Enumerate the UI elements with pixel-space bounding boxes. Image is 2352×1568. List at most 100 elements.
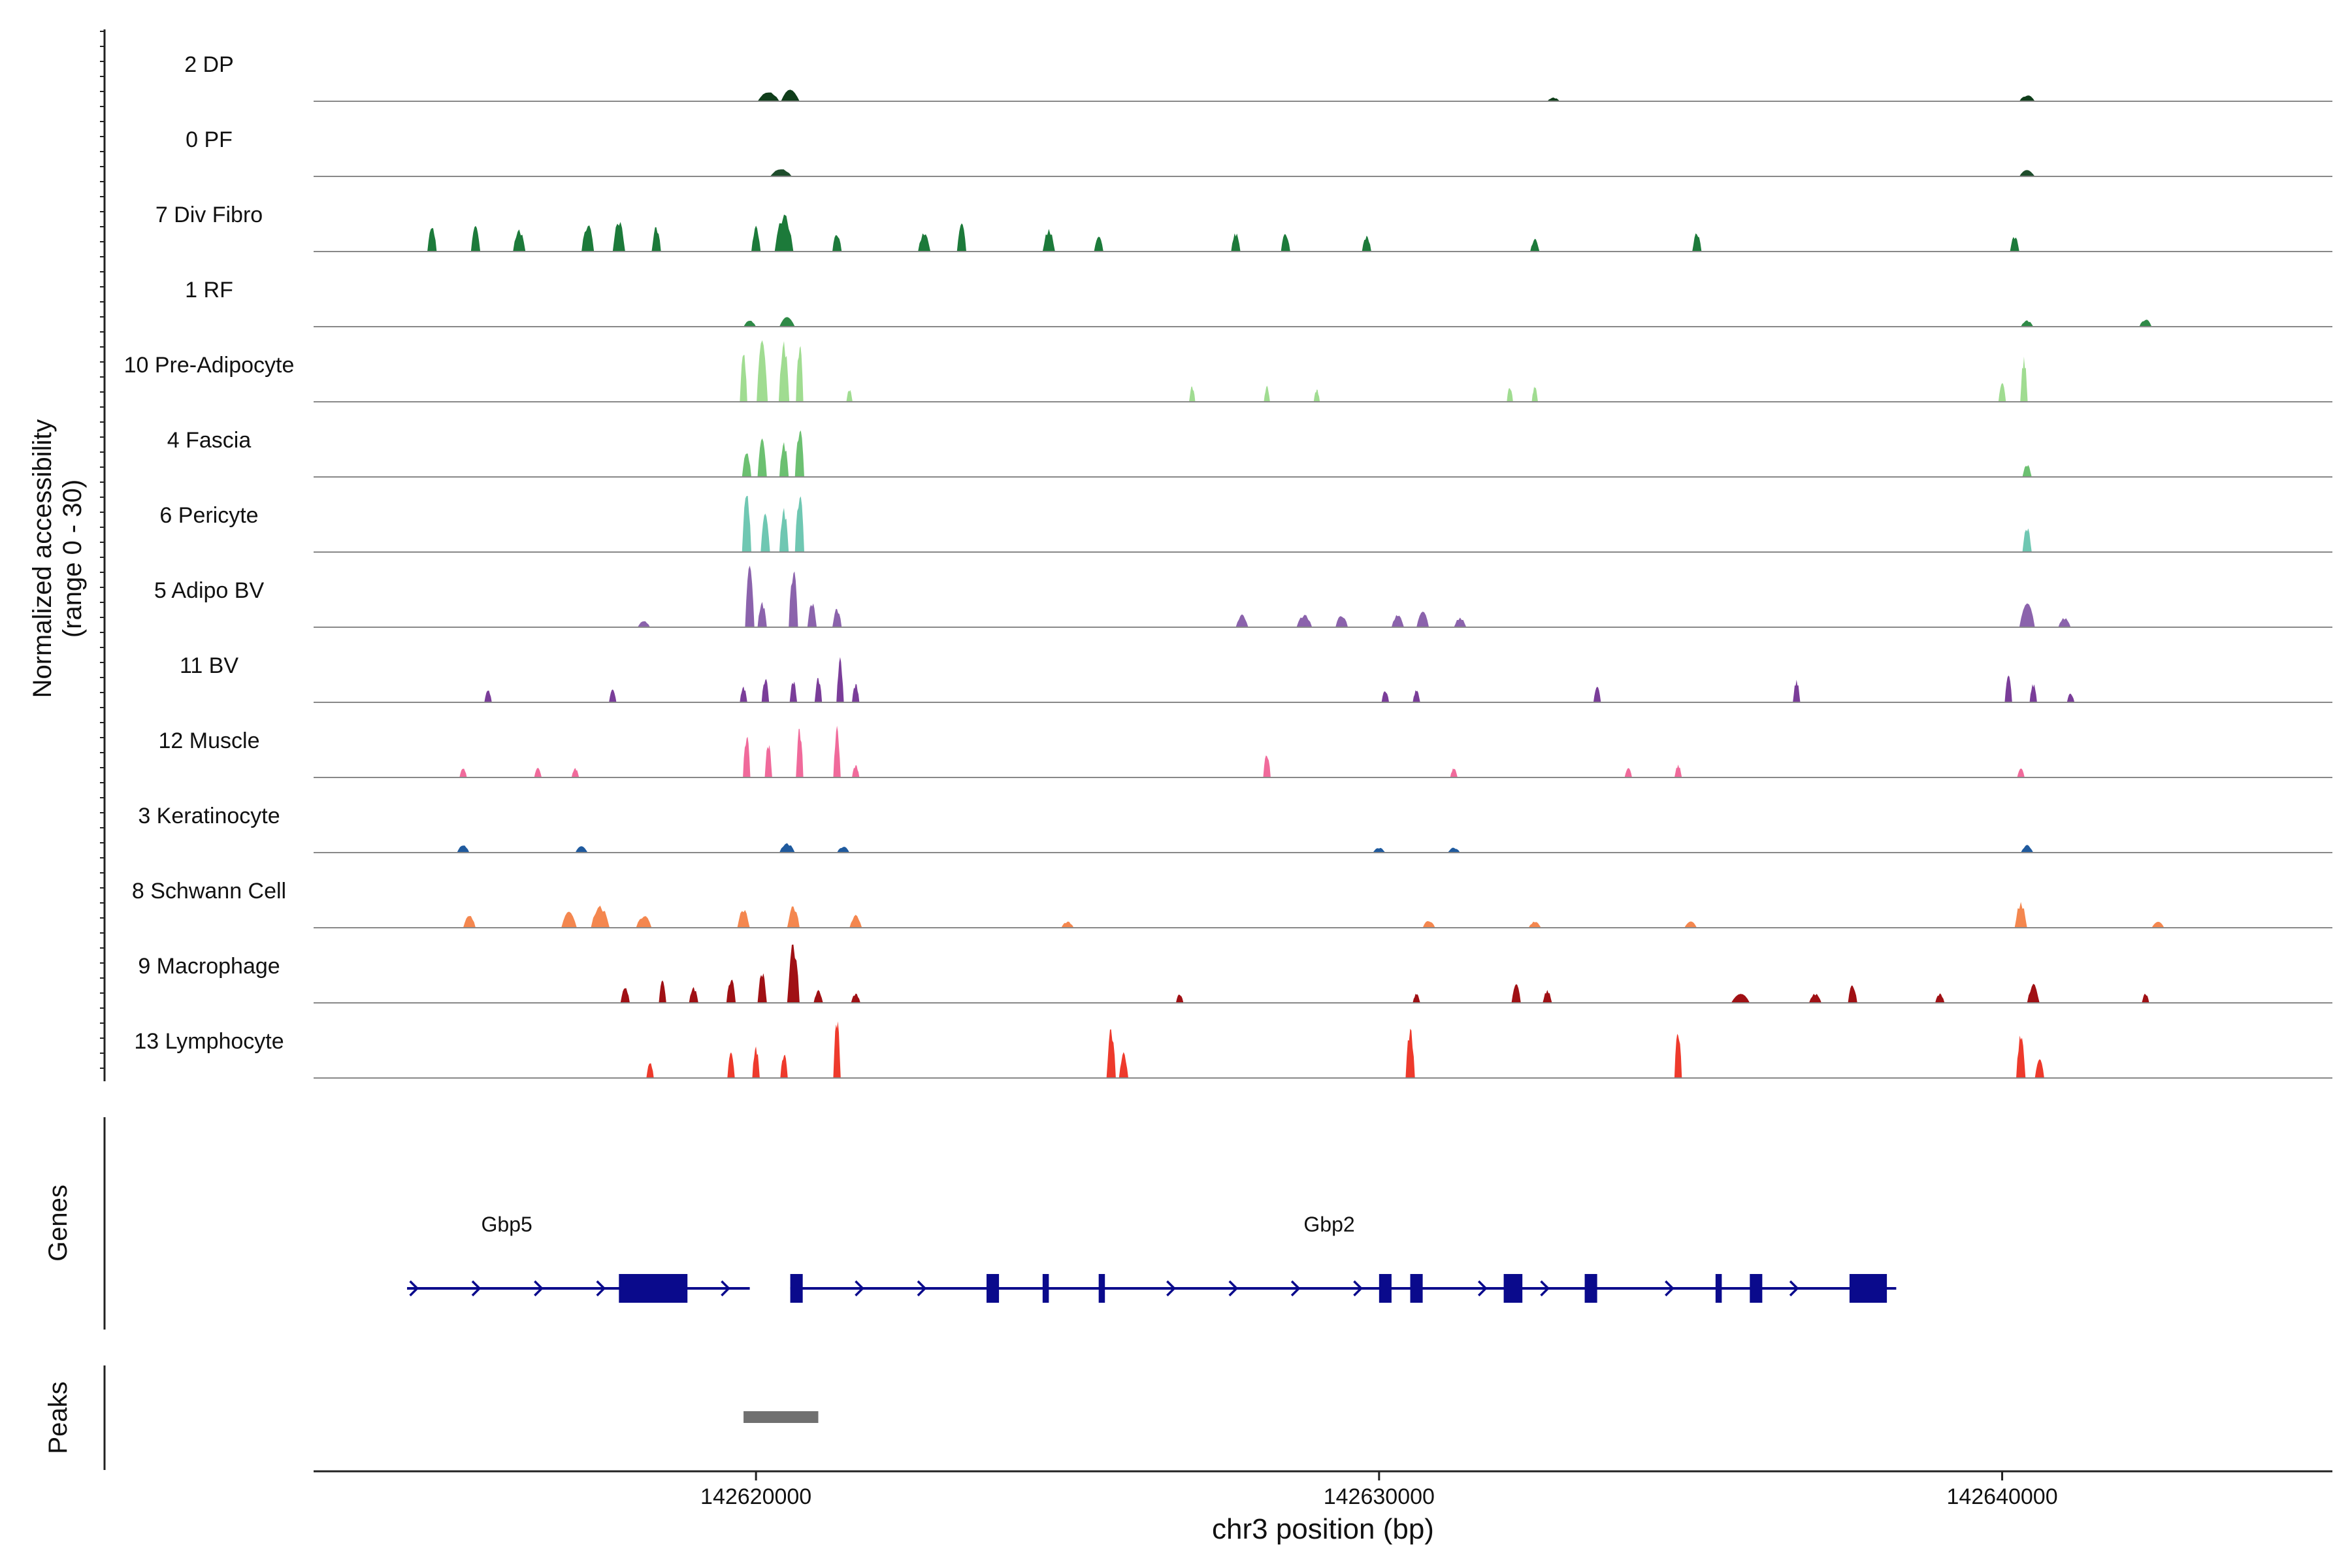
accessibility-peak xyxy=(620,988,630,1003)
x-axis-ticks: 142620000 142630000 142640000 xyxy=(700,1471,2058,1509)
accessibility-peak xyxy=(591,906,610,928)
accessibility-peak xyxy=(807,603,817,627)
track-label: 3 Keratinocyte xyxy=(138,804,280,828)
accessibility-peak xyxy=(774,214,794,252)
gene-exon xyxy=(1715,1274,1722,1303)
accessibility-peak xyxy=(612,221,625,252)
accessibility-peak xyxy=(1106,1029,1116,1078)
accessibility-peak xyxy=(1935,993,1945,1003)
tracks-axis-ticks xyxy=(100,31,105,1069)
accessibility-peak xyxy=(1416,612,1429,627)
gene-exon xyxy=(987,1274,1000,1303)
accessibility-peak xyxy=(2021,845,2034,853)
strand-arrow xyxy=(1166,1280,1176,1297)
accessibility-peak xyxy=(2034,1059,2044,1078)
accessibility-peak xyxy=(1405,1028,1415,1078)
accessibility-peak xyxy=(778,341,790,402)
gene-exon xyxy=(1750,1274,1763,1303)
x-tick-label: 142630000 xyxy=(1324,1484,1435,1509)
accessibility-peak xyxy=(2021,320,2034,327)
accessibility-peak xyxy=(1447,847,1460,853)
peaks-panel-label: Peaks xyxy=(44,1381,73,1454)
accessibility-peak xyxy=(787,906,800,928)
accessibility-peak xyxy=(751,225,761,252)
accessibility-peak xyxy=(1530,238,1540,252)
peak-regions-panel xyxy=(743,1411,819,1423)
strand-arrow xyxy=(1789,1280,1799,1297)
peak-region xyxy=(743,1411,819,1423)
accessibility-peak xyxy=(1235,614,1249,627)
y-axis-title-range: (range 0 - 30) xyxy=(58,480,87,638)
strand-arrow xyxy=(855,1280,864,1297)
accessibility-peak xyxy=(2014,902,2027,928)
accessibility-peak xyxy=(571,768,580,777)
accessibility-peak xyxy=(1593,687,1601,702)
accessibility-peak xyxy=(918,233,931,252)
accessibility-peak xyxy=(757,438,767,477)
accessibility-peak xyxy=(832,235,842,252)
track-1-rf: 1 RF xyxy=(185,278,2332,327)
strand-arrow xyxy=(721,1280,730,1297)
accessibility-peak xyxy=(609,689,617,702)
track-9-macrophage: 9 Macrophage xyxy=(138,944,2332,1004)
accessibility-peak xyxy=(2019,95,2035,101)
accessibility-peak xyxy=(1674,764,1682,777)
accessibility-peak xyxy=(1296,615,1313,627)
accessibility-peak xyxy=(742,453,751,477)
track-6-pericyte: 6 Pericyte xyxy=(159,496,2332,553)
x-tick-label: 142640000 xyxy=(1946,1484,2057,1509)
track-label: 12 Muscle xyxy=(159,728,260,753)
accessibility-peak xyxy=(779,442,789,477)
x-axis-title: chr3 position (bp) xyxy=(1212,1513,1434,1545)
accessibility-peak xyxy=(2022,465,2032,477)
accessibility-peak xyxy=(1731,994,1750,1003)
accessibility-peak xyxy=(1674,1034,1682,1078)
accessibility-peak xyxy=(813,990,823,1003)
accessibility-peak xyxy=(646,1063,654,1078)
accessibility-peak xyxy=(1094,237,1103,252)
strand-arrow xyxy=(1665,1280,1674,1297)
accessibility-peak xyxy=(2139,319,2152,327)
accessibility-peak xyxy=(1507,387,1513,402)
accessibility-peak xyxy=(689,987,698,1003)
accessibility-peak xyxy=(1793,679,1801,702)
track-3-keratinocyte: 3 Keratinocyte xyxy=(138,804,2332,853)
accessibility-peak xyxy=(1061,921,1074,928)
accessibility-peak xyxy=(852,765,860,777)
strand-arrow xyxy=(1540,1280,1550,1297)
accessibility-peak xyxy=(2010,237,2019,252)
accessibility-peak xyxy=(1381,691,1390,702)
track-8-schwann-cell: 8 Schwann Cell xyxy=(132,879,2332,928)
track-label: 11 BV xyxy=(180,653,238,678)
accessibility-peak xyxy=(743,736,751,777)
accessibility-peak xyxy=(740,355,747,402)
accessibility-peak xyxy=(651,227,661,252)
gene-exon xyxy=(790,1274,803,1303)
track-label: 5 Adipo BV xyxy=(154,578,265,603)
track-7-div-fibro: 7 Div Fibro xyxy=(155,203,2332,252)
track-0-pf: 0 PF xyxy=(186,127,2332,177)
accessibility-peak xyxy=(2027,983,2040,1003)
accessibility-peak xyxy=(760,514,770,552)
accessibility-peak xyxy=(427,228,437,252)
accessibility-peak xyxy=(727,1052,735,1078)
accessibility-peak xyxy=(513,229,526,252)
accessibility-peak xyxy=(789,571,798,627)
accessibility-peak xyxy=(1175,994,1184,1003)
accessibility-peak xyxy=(757,602,767,627)
accessibility-peak xyxy=(636,916,652,928)
strand-arrow xyxy=(917,1280,927,1297)
accessibility-peak xyxy=(1692,233,1702,252)
accessibility-peak xyxy=(2058,618,2071,627)
accessibility-peak xyxy=(561,911,577,928)
accessibility-peak xyxy=(1422,921,1435,928)
strand-arrow xyxy=(1228,1280,1239,1297)
accessibility-peak xyxy=(779,508,789,552)
accessibility-peak xyxy=(2066,693,2075,702)
track-4-fascia: 4 Fascia xyxy=(167,428,2332,478)
accessibility-peak xyxy=(743,321,757,327)
track-10-pre-adipocyte: 10 Pre-Adipocyte xyxy=(124,340,2332,402)
accessibility-peak xyxy=(463,916,476,928)
accessibility-peak xyxy=(2029,684,2037,702)
accessibility-peak xyxy=(740,686,747,702)
